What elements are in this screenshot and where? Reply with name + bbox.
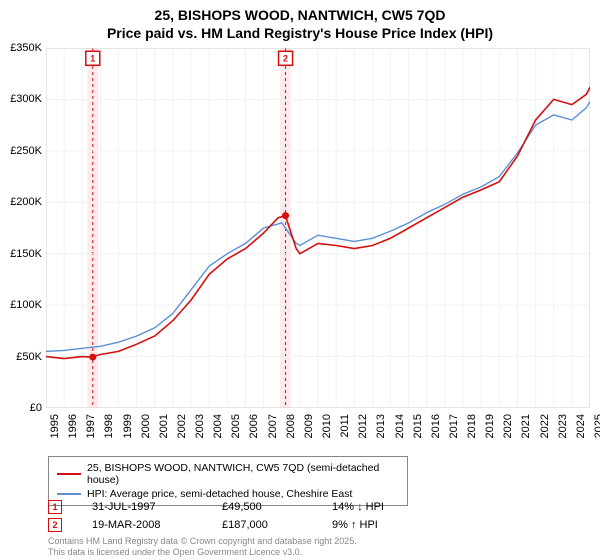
x-tick-label: 2015 bbox=[412, 414, 424, 438]
x-tick-label: 2007 bbox=[267, 414, 279, 438]
footer-line-2: This data is licensed under the Open Gov… bbox=[48, 547, 302, 557]
x-tick-label: 2004 bbox=[212, 414, 224, 438]
data-point-row: 1 31-JUL-1997 £49,500 14% ↓ HPI bbox=[48, 498, 568, 516]
footer-line-1: Contains HM Land Registry data © Crown c… bbox=[48, 536, 357, 546]
chart-svg: 12 bbox=[46, 48, 590, 408]
x-tick-label: 2012 bbox=[357, 414, 369, 438]
data-point-delta: 14% ↓ HPI bbox=[332, 501, 432, 513]
data-point-table: 1 31-JUL-1997 £49,500 14% ↓ HPI 2 19-MAR-2008… bbox=[48, 498, 568, 534]
data-point-date: 19-MAR-2008 bbox=[92, 519, 192, 531]
legend-swatch-2 bbox=[57, 493, 81, 495]
y-tick-label: £150K bbox=[10, 248, 42, 260]
data-point-date: 31-JUL-1997 bbox=[92, 501, 192, 513]
title-line-2: Price paid vs. HM Land Registry's House … bbox=[107, 25, 493, 41]
x-axis-labels: 1995 1996 1997 1998 1999 2000 2001 2002 2003 2004… bbox=[46, 410, 590, 454]
x-tick-label: 1996 bbox=[67, 414, 79, 438]
marker-tag: 1 bbox=[48, 500, 62, 514]
data-point-delta: 9% ↑ HPI bbox=[332, 519, 432, 531]
x-tick-label: 2003 bbox=[194, 414, 206, 438]
y-tick-label: £100K bbox=[10, 299, 42, 311]
marker-tag: 2 bbox=[48, 518, 62, 532]
x-tick-label: 2011 bbox=[339, 414, 351, 438]
x-tick-label: 2016 bbox=[430, 414, 442, 438]
x-tick-label: 2010 bbox=[321, 414, 333, 438]
x-tick-label: 2008 bbox=[285, 414, 297, 438]
footer-attribution: Contains HM Land Registry data © Crown c… bbox=[48, 536, 357, 558]
chart-container: 25, BISHOPS WOOD, NANTWICH, CW5 7QD Pric… bbox=[0, 0, 600, 560]
x-tick-label: 1997 bbox=[85, 414, 97, 438]
x-tick-label: 2024 bbox=[575, 414, 587, 438]
x-tick-label: 1998 bbox=[103, 414, 115, 438]
data-point-row: 2 19-MAR-2008 £187,000 9% ↑ HPI bbox=[48, 516, 568, 534]
x-tick-label: 2023 bbox=[557, 414, 569, 438]
title-line-1: 25, BISHOPS WOOD, NANTWICH, CW5 7QD bbox=[155, 7, 446, 23]
x-tick-label: 2022 bbox=[539, 414, 551, 438]
svg-text:2: 2 bbox=[283, 53, 288, 63]
x-tick-label: 1995 bbox=[49, 414, 61, 438]
chart-plot-area: 12 bbox=[46, 48, 590, 408]
x-tick-label: 2021 bbox=[520, 414, 532, 438]
x-tick-label: 2001 bbox=[158, 414, 170, 438]
x-tick-label: 2009 bbox=[303, 414, 315, 438]
x-tick-label: 2025 bbox=[593, 414, 600, 438]
y-tick-label: £250K bbox=[10, 145, 42, 157]
x-tick-label: 2000 bbox=[140, 414, 152, 438]
y-tick-label: £200K bbox=[10, 196, 42, 208]
legend-row: 25, BISHOPS WOOD, NANTWICH, CW5 7QD (sem… bbox=[57, 461, 399, 487]
legend-label-1: 25, BISHOPS WOOD, NANTWICH, CW5 7QD (sem… bbox=[87, 462, 399, 486]
data-point-price: £187,000 bbox=[222, 519, 302, 531]
svg-text:1: 1 bbox=[90, 53, 95, 63]
x-tick-label: 2017 bbox=[448, 414, 460, 438]
y-tick-label: £350K bbox=[10, 42, 42, 54]
chart-title: 25, BISHOPS WOOD, NANTWICH, CW5 7QD Pric… bbox=[0, 0, 600, 42]
data-point-price: £49,500 bbox=[222, 501, 302, 513]
y-tick-label: £300K bbox=[10, 93, 42, 105]
y-tick-label: £50K bbox=[16, 351, 42, 363]
x-tick-label: 2006 bbox=[248, 414, 260, 438]
x-tick-label: 2019 bbox=[484, 414, 496, 438]
x-tick-label: 2013 bbox=[375, 414, 387, 438]
x-tick-label: 2014 bbox=[394, 414, 406, 438]
x-tick-label: 2005 bbox=[230, 414, 242, 438]
x-tick-label: 2002 bbox=[176, 414, 188, 438]
legend-swatch-1 bbox=[57, 473, 81, 475]
x-tick-label: 1999 bbox=[122, 414, 134, 438]
y-tick-label: £0 bbox=[30, 402, 42, 414]
x-tick-label: 2018 bbox=[466, 414, 478, 438]
y-axis-labels: £0£50K£100K£150K£200K£250K£300K£350K bbox=[0, 48, 44, 408]
x-tick-label: 2020 bbox=[502, 414, 514, 438]
